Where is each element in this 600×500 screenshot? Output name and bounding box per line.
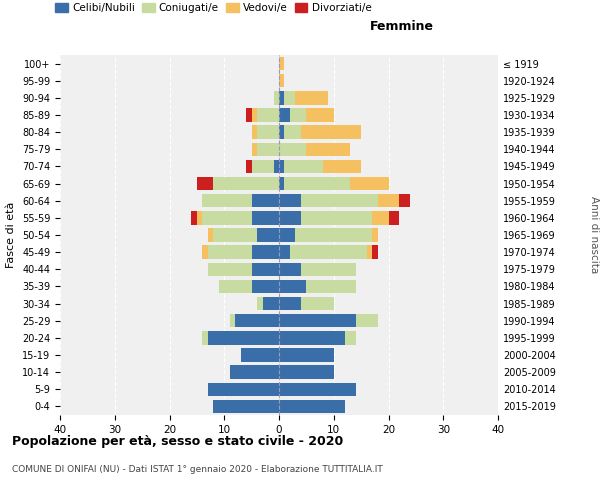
Bar bbox=[279, 280, 307, 293]
Bar bbox=[307, 108, 334, 122]
Bar bbox=[279, 142, 307, 156]
Bar bbox=[251, 194, 279, 207]
Bar bbox=[301, 262, 356, 276]
Bar bbox=[208, 246, 251, 259]
Bar bbox=[290, 246, 367, 259]
Bar bbox=[214, 228, 257, 241]
Bar bbox=[301, 297, 334, 310]
Bar bbox=[284, 126, 301, 139]
Bar bbox=[307, 280, 356, 293]
Bar bbox=[279, 228, 295, 241]
Bar bbox=[246, 160, 251, 173]
Bar bbox=[279, 160, 284, 173]
Bar bbox=[214, 400, 279, 413]
Bar bbox=[202, 211, 251, 224]
Bar bbox=[279, 91, 284, 104]
Bar bbox=[251, 211, 279, 224]
Bar bbox=[350, 177, 389, 190]
Bar bbox=[279, 331, 345, 344]
Bar bbox=[279, 400, 345, 413]
Bar bbox=[246, 108, 251, 122]
Bar bbox=[279, 211, 301, 224]
Bar bbox=[301, 194, 377, 207]
Legend: Celibi/Nubili, Coniugati/e, Vedovi/e, Divorziati/e: Celibi/Nubili, Coniugati/e, Vedovi/e, Di… bbox=[51, 0, 376, 18]
Bar bbox=[377, 194, 400, 207]
Text: Femmine: Femmine bbox=[370, 20, 434, 34]
Bar bbox=[202, 331, 208, 344]
Bar bbox=[263, 297, 279, 310]
Bar bbox=[197, 177, 214, 190]
Bar bbox=[230, 366, 279, 379]
Bar bbox=[257, 126, 279, 139]
Bar bbox=[372, 246, 377, 259]
Bar bbox=[208, 228, 214, 241]
Bar bbox=[214, 177, 279, 190]
Bar bbox=[400, 194, 410, 207]
Bar bbox=[257, 142, 279, 156]
Bar bbox=[208, 382, 279, 396]
Bar bbox=[279, 57, 284, 70]
Bar bbox=[290, 108, 307, 122]
Bar bbox=[251, 126, 257, 139]
Bar bbox=[235, 314, 279, 328]
Bar bbox=[372, 211, 389, 224]
Bar bbox=[257, 297, 263, 310]
Bar bbox=[257, 228, 279, 241]
Bar bbox=[279, 246, 290, 259]
Bar bbox=[284, 160, 323, 173]
Bar bbox=[307, 142, 350, 156]
Bar bbox=[202, 194, 251, 207]
Y-axis label: Fasce di età: Fasce di età bbox=[7, 202, 16, 268]
Text: Anni di nascita: Anni di nascita bbox=[589, 196, 599, 274]
Bar bbox=[295, 228, 372, 241]
Bar bbox=[279, 177, 284, 190]
Bar bbox=[208, 262, 251, 276]
Bar bbox=[301, 126, 361, 139]
Bar bbox=[241, 348, 279, 362]
Bar bbox=[251, 108, 257, 122]
Bar bbox=[279, 366, 334, 379]
Bar bbox=[367, 246, 372, 259]
Bar bbox=[230, 314, 235, 328]
Bar bbox=[251, 246, 279, 259]
Bar bbox=[274, 160, 279, 173]
Bar bbox=[279, 108, 290, 122]
Bar bbox=[301, 211, 372, 224]
Bar bbox=[191, 211, 197, 224]
Bar bbox=[251, 160, 274, 173]
Text: COMUNE DI ONIFAI (NU) - Dati ISTAT 1° gennaio 2020 - Elaborazione TUTTITALIA.IT: COMUNE DI ONIFAI (NU) - Dati ISTAT 1° ge… bbox=[12, 465, 383, 474]
Bar bbox=[279, 262, 301, 276]
Text: Popolazione per età, sesso e stato civile - 2020: Popolazione per età, sesso e stato civil… bbox=[12, 435, 343, 448]
Bar bbox=[295, 91, 328, 104]
Bar bbox=[356, 314, 377, 328]
Bar bbox=[279, 126, 284, 139]
Bar bbox=[284, 91, 295, 104]
Bar bbox=[202, 246, 208, 259]
Bar bbox=[208, 331, 279, 344]
Bar bbox=[251, 280, 279, 293]
Bar bbox=[251, 142, 257, 156]
Bar bbox=[274, 91, 279, 104]
Bar bbox=[279, 314, 356, 328]
Bar bbox=[257, 108, 279, 122]
Bar bbox=[219, 280, 251, 293]
Bar bbox=[345, 331, 356, 344]
Bar bbox=[279, 348, 334, 362]
Bar bbox=[197, 211, 202, 224]
Bar bbox=[251, 262, 279, 276]
Bar bbox=[279, 194, 301, 207]
Bar bbox=[279, 297, 301, 310]
Bar bbox=[284, 177, 350, 190]
Bar bbox=[323, 160, 361, 173]
Bar bbox=[372, 228, 377, 241]
Bar bbox=[279, 74, 284, 88]
Bar bbox=[389, 211, 400, 224]
Bar bbox=[279, 382, 356, 396]
